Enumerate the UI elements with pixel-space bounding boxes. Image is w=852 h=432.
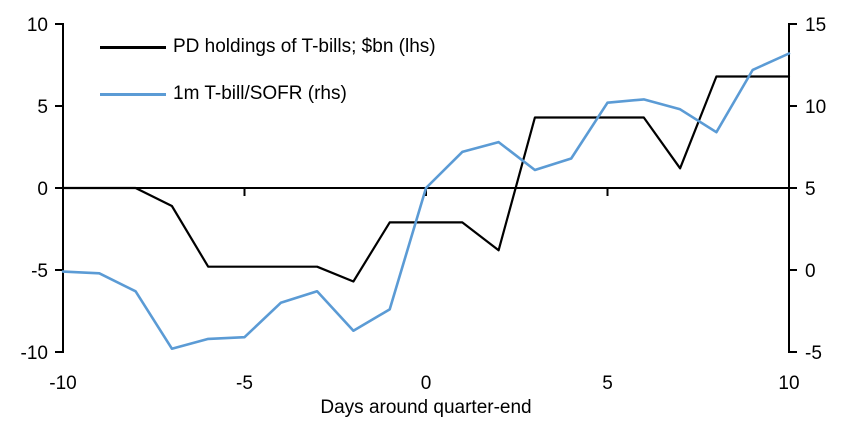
- series-line-pd-holdings: [61, 75, 791, 283]
- legend-label-pd-holdings: PD holdings of T-bills; $bn (lhs): [173, 36, 436, 57]
- legend-item-tbill-sofr: 1m T-bill/SOFR (rhs): [100, 81, 436, 107]
- series-line-tbill-sofr: [61, 52, 791, 351]
- x-axis-tick-label: 5: [602, 373, 613, 394]
- right-axis-tick-label: 0: [805, 261, 816, 282]
- left-axis-tick-label: -10: [21, 343, 48, 364]
- right-axis-tick-label: 15: [805, 15, 826, 36]
- legend-item-pd-holdings: PD holdings of T-bills; $bn (lhs): [100, 34, 436, 60]
- x-axis-tick-label: -5: [236, 373, 253, 394]
- legend-label-tbill-sofr: 1m T-bill/SOFR (rhs): [173, 83, 347, 104]
- left-axis-tick-label: 5: [37, 97, 48, 118]
- x-axis-title: Days around quarter-end: [320, 397, 532, 418]
- legend-line-black: [100, 45, 166, 49]
- right-axis-tick-label: -5: [805, 343, 822, 364]
- legend-line-blue: [100, 92, 166, 96]
- left-axis-tick-label: -5: [31, 261, 48, 282]
- right-axis-tick-label: 10: [805, 97, 826, 118]
- right-axis-tick-label: 5: [805, 179, 816, 200]
- x-axis-tick-label: 0: [421, 373, 432, 394]
- chart-legend: PD holdings of T-bills; $bn (lhs) 1m T-b…: [100, 34, 436, 107]
- left-axis-tick-label: 0: [37, 179, 48, 200]
- x-axis-tick-label: 10: [778, 373, 799, 394]
- left-axis-tick-label: 10: [27, 15, 48, 36]
- x-axis-tick-label: -10: [49, 373, 76, 394]
